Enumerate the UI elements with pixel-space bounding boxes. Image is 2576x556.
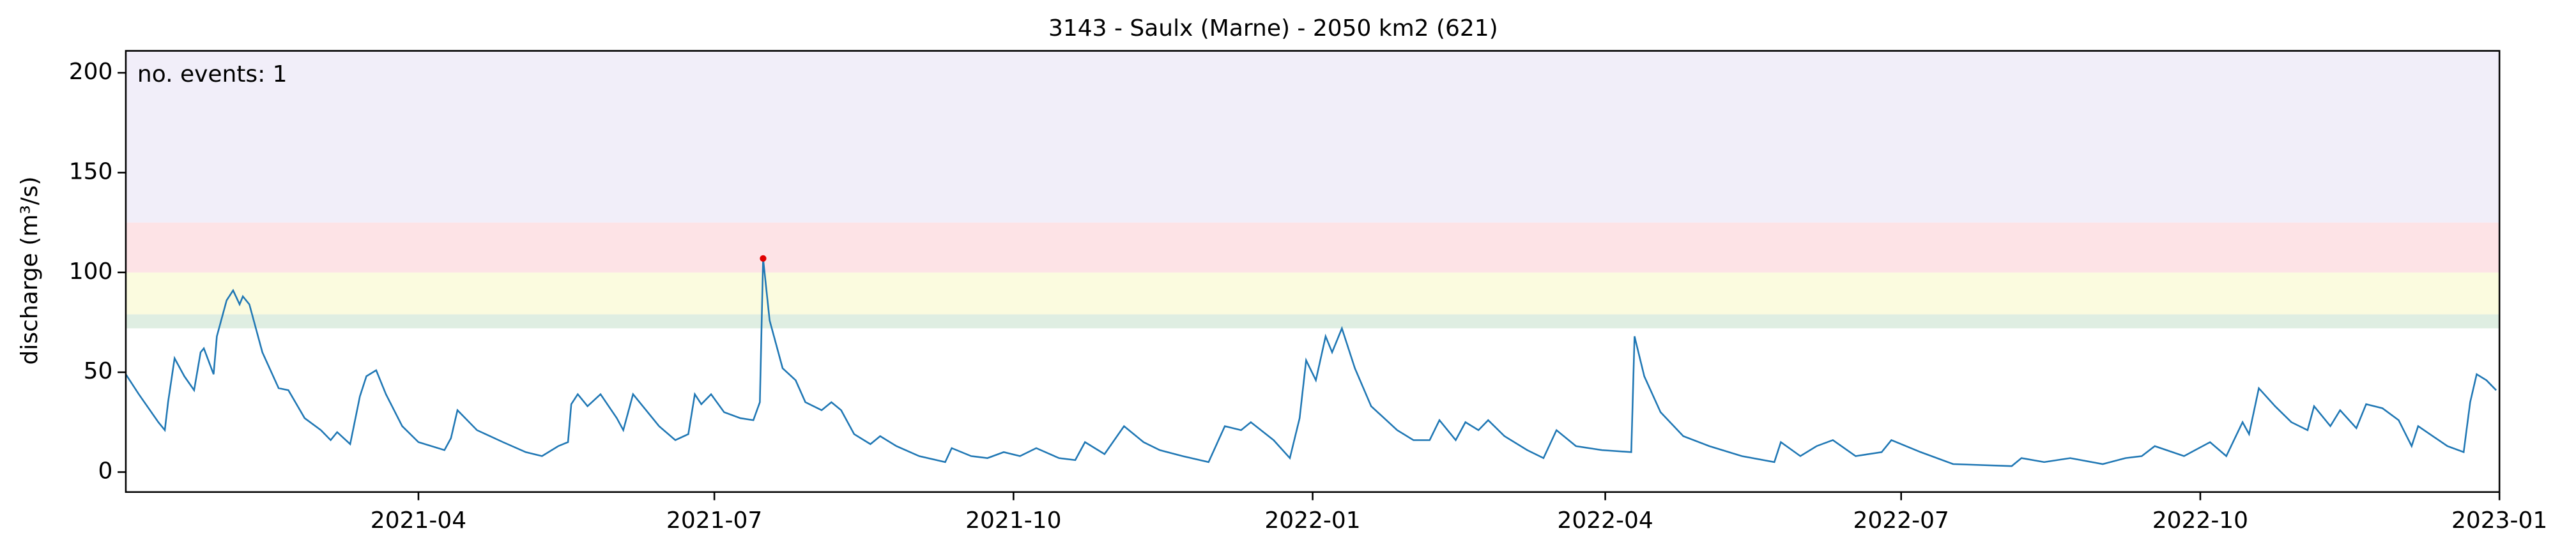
y-axis-label: discharge (m³/s) (17, 176, 43, 364)
y-tick-label: 0 (98, 458, 112, 485)
threshold-band (125, 50, 2500, 223)
x-tick-label: 2022-01 (1264, 507, 1360, 534)
y-tick-label: 200 (69, 59, 113, 85)
x-tick-label: 2022-04 (1557, 507, 1653, 534)
x-tick-label: 2021-04 (371, 507, 466, 534)
discharge-line (125, 258, 2497, 467)
chart-title: 3143 - Saulx (Marne) - 2050 km2 (621) (1048, 15, 1498, 41)
event-count-annotation: no. events: 1 (137, 61, 288, 87)
threshold-band (125, 272, 2500, 315)
threshold-band (125, 222, 2500, 273)
threshold-band (125, 314, 2500, 329)
y-tick-label: 150 (69, 158, 113, 184)
event-marker (760, 255, 767, 262)
x-tick-label: 2022-10 (2152, 507, 2248, 534)
x-tick-label: 2023-01 (2451, 507, 2547, 534)
x-tick-label: 2022-07 (1853, 507, 1949, 534)
y-tick-label: 50 (84, 358, 113, 384)
x-tick-label: 2021-10 (965, 507, 1061, 534)
x-tick-label: 2021-07 (666, 507, 762, 534)
y-tick-label: 100 (69, 259, 113, 285)
